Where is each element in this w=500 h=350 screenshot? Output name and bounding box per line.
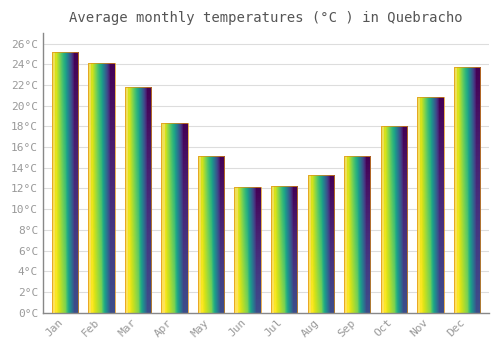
Bar (380, 126, 384, 313)
Bar (125, 87, 151, 313)
Bar (271, 187, 297, 313)
Bar (454, 67, 457, 313)
Bar (344, 156, 370, 313)
Bar (88, 63, 92, 313)
Bar (380, 126, 407, 313)
Bar (454, 67, 480, 313)
Bar (344, 156, 348, 313)
Bar (271, 187, 274, 313)
Bar (162, 123, 188, 313)
Bar (88, 63, 115, 313)
Bar (234, 187, 238, 313)
Bar (198, 156, 224, 313)
Bar (52, 52, 78, 313)
Title: Average monthly temperatures (°C ) in Quebracho: Average monthly temperatures (°C ) in Qu… (69, 11, 462, 25)
Bar (308, 175, 311, 313)
Bar (308, 175, 334, 313)
Bar (162, 123, 164, 313)
Bar (198, 156, 201, 313)
Bar (417, 97, 444, 313)
Bar (125, 87, 128, 313)
Bar (234, 187, 261, 313)
Bar (417, 97, 420, 313)
Bar (52, 52, 55, 313)
